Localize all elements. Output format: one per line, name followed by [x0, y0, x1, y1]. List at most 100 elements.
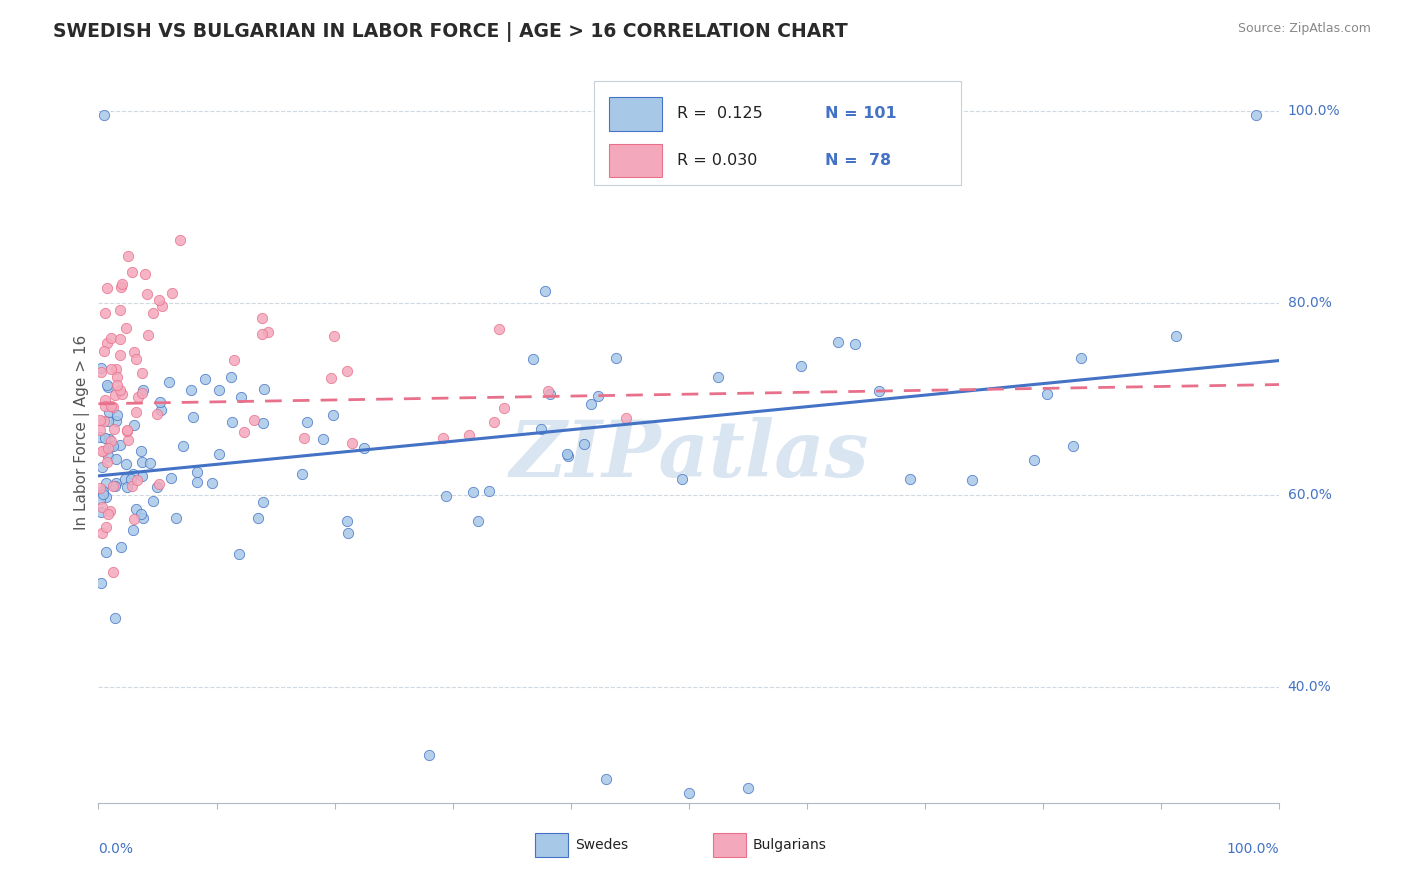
Text: 100.0%: 100.0% [1227, 842, 1279, 855]
Point [233, 425, 256, 439]
Point [336, 363, 359, 377]
Point [96, 490, 118, 504]
Y-axis label: In Labor Force | Age > 16: In Labor Force | Age > 16 [75, 335, 90, 530]
Point [898, 472, 921, 486]
Point [418, 747, 440, 762]
Point [614, 410, 637, 425]
Point [101, 565, 124, 579]
Point [115, 480, 138, 494]
Text: R = 0.030: R = 0.030 [678, 153, 758, 168]
Point [93, 443, 115, 458]
Point [132, 383, 155, 397]
Point [96, 336, 118, 351]
Point [89, 430, 111, 444]
Point [97, 508, 120, 522]
Point [108, 383, 131, 397]
Point [105, 414, 128, 428]
Point [97, 405, 120, 419]
FancyBboxPatch shape [595, 81, 960, 185]
Point [105, 370, 128, 384]
Point [97, 414, 120, 428]
Point [221, 415, 243, 429]
Point [122, 418, 145, 433]
Point [114, 472, 136, 486]
Point [104, 479, 127, 493]
Text: 80.0%: 80.0% [1288, 296, 1331, 310]
Bar [713, 833, 745, 857]
Point [208, 383, 231, 397]
Bar [609, 144, 662, 178]
Point [142, 306, 165, 320]
Point [105, 377, 128, 392]
Point [96, 377, 118, 392]
Point [121, 265, 143, 279]
Point [432, 431, 454, 445]
Point [115, 321, 138, 335]
Point [586, 389, 609, 403]
Point [94, 399, 117, 413]
Point [467, 514, 489, 528]
Point [186, 475, 208, 490]
Point [253, 382, 276, 396]
Point [124, 405, 146, 419]
Point [534, 284, 557, 298]
Point [115, 423, 138, 437]
Text: N = 101: N = 101 [825, 106, 897, 121]
Point [129, 444, 152, 458]
Point [96, 545, 118, 559]
Point [91, 443, 114, 458]
Point [252, 495, 274, 509]
Text: 40.0%: 40.0% [1288, 681, 1331, 694]
Point [579, 397, 602, 411]
Point [337, 526, 360, 541]
Point [90, 365, 112, 379]
Point [103, 401, 125, 415]
Point [122, 345, 145, 359]
Point [530, 422, 553, 436]
Point [1062, 439, 1084, 453]
Point [145, 480, 167, 494]
Point [737, 781, 759, 796]
Text: ZIPatlas: ZIPatlas [509, 417, 869, 493]
Point [104, 475, 127, 490]
Point [463, 484, 485, 499]
Point [538, 387, 561, 401]
Point [194, 372, 217, 386]
Point [146, 407, 169, 421]
Point [169, 233, 191, 247]
Point [93, 431, 115, 445]
Point [868, 384, 890, 398]
Point [219, 369, 242, 384]
Point [1244, 108, 1267, 122]
Point [595, 772, 617, 786]
Point [536, 384, 558, 398]
Point [93, 414, 115, 428]
Point [105, 408, 128, 422]
Point [678, 786, 700, 800]
Point [201, 476, 224, 491]
Point [157, 375, 180, 389]
Point [180, 383, 202, 397]
Point [342, 435, 364, 450]
Point [131, 468, 153, 483]
Point [572, 437, 595, 451]
Point [1164, 328, 1187, 343]
Point [104, 388, 127, 402]
Point [89, 481, 111, 495]
Point [114, 457, 136, 471]
Point [557, 447, 579, 461]
Point [93, 343, 115, 358]
Point [90, 500, 112, 515]
Point [295, 415, 318, 429]
Point [1022, 453, 1045, 467]
Point [183, 410, 205, 425]
Point [222, 352, 245, 367]
Point [291, 467, 314, 482]
Point [242, 413, 264, 427]
Point [482, 415, 505, 429]
Point [122, 524, 145, 538]
Point [131, 366, 153, 380]
Text: N =  78: N = 78 [825, 153, 891, 168]
Point [90, 505, 112, 519]
Point [91, 483, 114, 498]
